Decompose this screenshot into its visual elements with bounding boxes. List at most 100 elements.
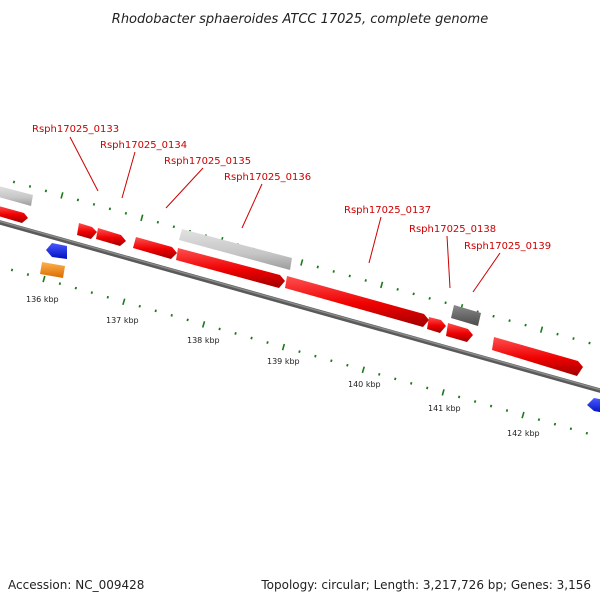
minor-tick xyxy=(186,318,189,322)
minor-tick xyxy=(154,309,157,313)
minor-tick xyxy=(92,202,96,206)
minor-tick xyxy=(505,409,509,412)
leader-0136 xyxy=(241,183,263,229)
leader-0138 xyxy=(446,235,451,289)
cds-right[interactable] xyxy=(492,337,583,376)
rna-blue-left[interactable] xyxy=(46,243,67,259)
major-tick xyxy=(441,389,445,396)
cds-rsph17025-0139[interactable] xyxy=(446,323,473,342)
cds-rsph17025-0133[interactable] xyxy=(77,223,97,239)
cds-rsph17025-0135[interactable] xyxy=(133,237,177,259)
minor-tick xyxy=(28,185,32,188)
minor-tick xyxy=(588,341,591,345)
inner-tick-ring xyxy=(10,268,589,435)
tick-label: 142 kbp xyxy=(507,429,540,438)
map-title: Rhodobacter sphaeroides ATCC 17025, comp… xyxy=(112,12,488,27)
gene-label[interactable]: Rsph17025_0139 xyxy=(464,241,551,252)
gene-label[interactable]: Rsph17025_0137 xyxy=(344,205,431,216)
minor-tick xyxy=(332,270,335,273)
minor-tick xyxy=(426,386,429,390)
minor-tick xyxy=(508,319,511,323)
tick-label: 141 kbp xyxy=(428,404,461,413)
minor-tick xyxy=(585,431,589,435)
outer-tick-ring xyxy=(12,180,591,345)
minor-tick xyxy=(90,291,94,295)
minor-tick xyxy=(26,273,30,276)
minor-tick xyxy=(266,341,269,344)
major-tick xyxy=(122,298,126,306)
major-tick xyxy=(281,343,286,351)
minor-tick xyxy=(556,332,559,336)
accession-text: Accession: NC_009428 xyxy=(8,578,145,592)
minor-tick xyxy=(44,189,48,193)
tick-label: 138 kbp xyxy=(187,336,220,345)
gene-label[interactable]: Rsph17025_0134 xyxy=(100,140,187,151)
minor-tick xyxy=(378,372,381,376)
minor-tick xyxy=(156,220,160,224)
minor-tick xyxy=(218,327,221,331)
pseudogene-left xyxy=(0,186,33,206)
minor-tick xyxy=(234,332,237,335)
minor-tick xyxy=(124,211,128,215)
minor-tick xyxy=(108,207,112,211)
major-tick xyxy=(300,259,304,266)
leader-0135 xyxy=(165,167,204,209)
leader-0134 xyxy=(121,151,136,199)
minor-tick xyxy=(316,265,319,269)
minor-tick xyxy=(572,337,575,340)
minor-tick xyxy=(58,282,62,286)
feature-track xyxy=(0,186,600,413)
minor-tick xyxy=(298,350,301,354)
cds-rsph17025-0138[interactable] xyxy=(427,317,446,333)
gene-label[interactable]: Rsph17025_0138 xyxy=(409,224,496,235)
minor-tick xyxy=(473,400,477,403)
minor-tick xyxy=(330,359,333,363)
minor-tick xyxy=(76,198,80,202)
leader-0139 xyxy=(472,252,501,293)
rna-blue-right[interactable] xyxy=(587,398,600,413)
genome-backbone xyxy=(0,220,600,393)
cds-rsph17025-0136[interactable] xyxy=(176,248,285,288)
tick-label: 137 kbp xyxy=(106,316,139,325)
cds-rsph17025-0134[interactable] xyxy=(96,228,126,246)
pseudogene-rsph17025-0139[interactable] xyxy=(451,305,481,326)
major-tick xyxy=(521,411,525,419)
tick-label: 140 kbp xyxy=(348,380,381,389)
major-tick xyxy=(60,192,64,199)
genome-summary-text: Topology: circular; Length: 3,217,726 bp… xyxy=(261,578,591,592)
minor-tick xyxy=(250,336,253,340)
pseudogene-rsph17025-0136[interactable] xyxy=(179,229,292,270)
minor-tick xyxy=(10,268,14,272)
minor-tick xyxy=(457,395,461,399)
label-leaders xyxy=(69,136,501,293)
minor-tick xyxy=(492,314,495,318)
minor-tick xyxy=(74,286,78,290)
minor-tick xyxy=(569,427,573,431)
gene-label[interactable]: Rsph17025_0133 xyxy=(32,124,119,135)
leader-0137 xyxy=(368,216,382,264)
major-tick xyxy=(42,275,46,283)
gene-label[interactable]: Rsph17025_0136 xyxy=(224,172,311,183)
leader-0133 xyxy=(69,136,99,192)
minor-tick xyxy=(138,304,141,308)
minor-tick xyxy=(314,354,317,358)
minor-tick xyxy=(348,274,351,278)
minor-tick xyxy=(537,418,541,422)
minor-tick xyxy=(170,313,173,317)
minor-tick xyxy=(444,301,447,305)
gene-label[interactable]: Rsph17025_0135 xyxy=(164,156,251,167)
gene-labels: Rsph17025_0133 Rsph17025_0134 Rsph17025_… xyxy=(32,124,551,252)
tick-label: 136 kbp xyxy=(26,295,59,304)
cds-rsph17025-0137[interactable] xyxy=(285,276,429,327)
minor-tick xyxy=(553,422,557,426)
tick-labels: 136 kbp 137 kbp 138 kbp 139 kbp 140 kbp … xyxy=(26,295,540,438)
minor-tick xyxy=(524,323,527,327)
major-tick xyxy=(140,214,144,222)
minor-tick xyxy=(12,180,16,184)
minor-tick xyxy=(396,287,399,291)
major-tick xyxy=(201,321,206,328)
minor-tick xyxy=(106,295,109,299)
minor-tick xyxy=(394,377,397,381)
rna-orange-left[interactable] xyxy=(40,262,65,278)
